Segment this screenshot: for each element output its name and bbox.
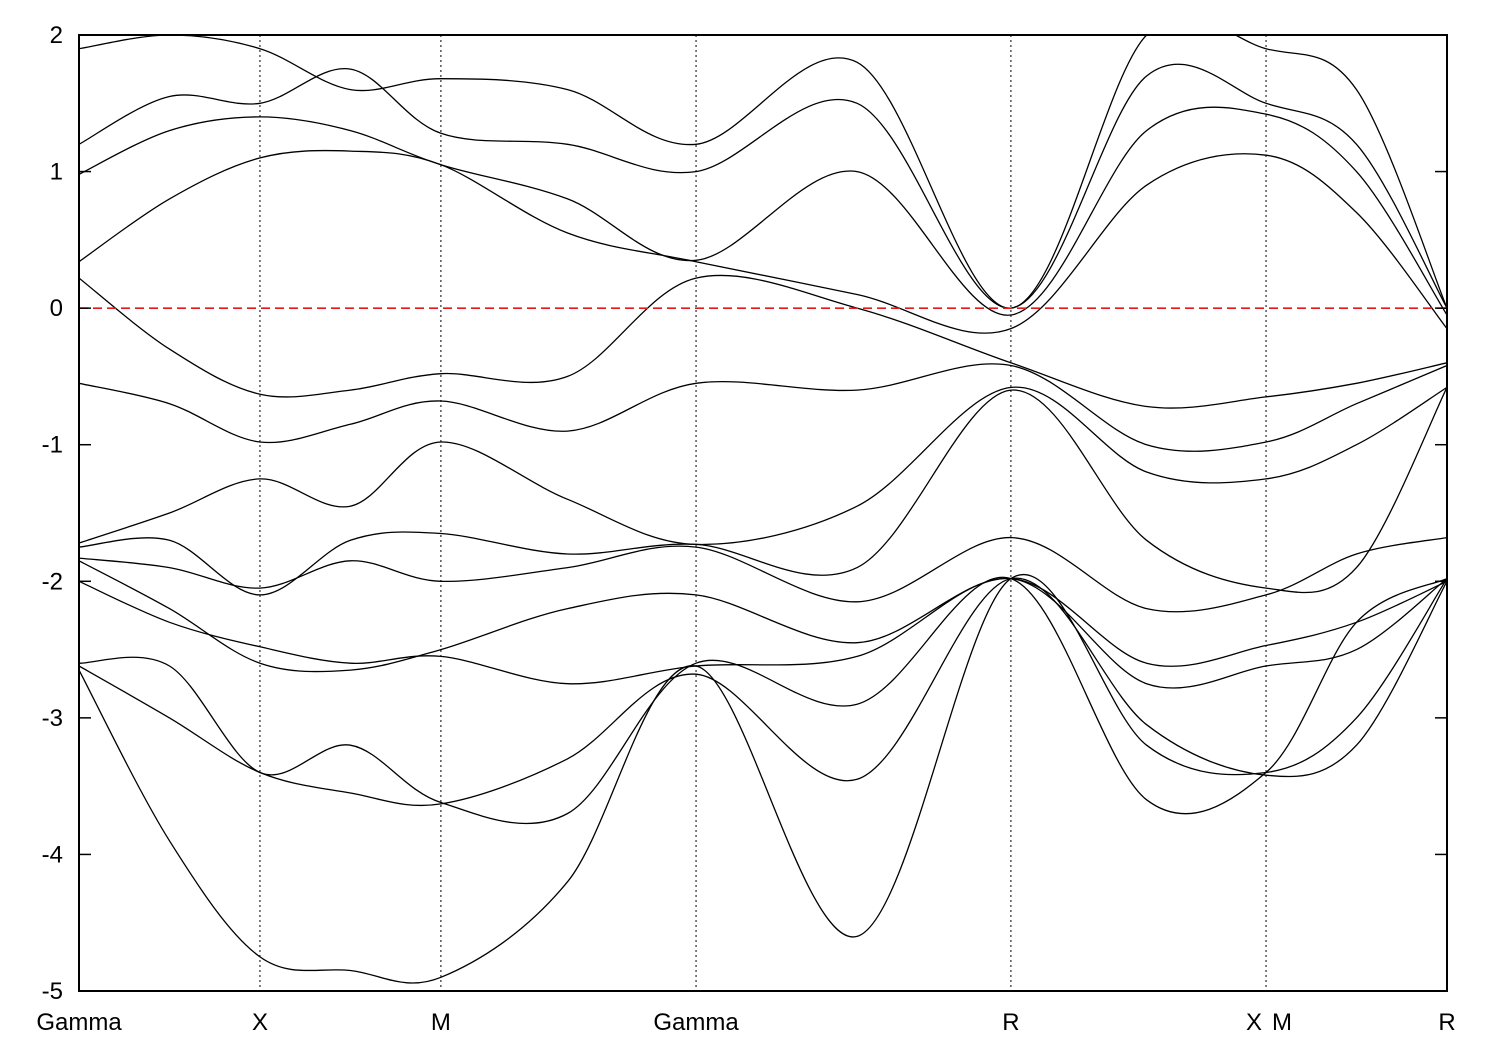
band-line-3 xyxy=(79,576,1447,825)
y-axis-ticks: -5 -4 -3 -2 -1 0 1 2 xyxy=(42,22,1447,1005)
band-line-2 xyxy=(79,577,1447,807)
band-line-13 xyxy=(79,63,1447,309)
band-line-11 xyxy=(79,149,1447,334)
y-tick-label: 1 xyxy=(50,159,63,186)
band-line-8 xyxy=(79,386,1447,546)
y-tick-label: 2 xyxy=(50,22,63,49)
x-axis-ticks: Gamma X M Gamma R X M R xyxy=(36,1009,1455,1036)
kpoint-gridlines xyxy=(259,35,1267,991)
x-tick-label: R xyxy=(1002,1009,1019,1036)
x-tick-label: X xyxy=(252,1009,268,1036)
y-tick-label: -1 xyxy=(42,432,63,459)
x-tick-label: X xyxy=(1246,1009,1262,1036)
y-tick-label: -3 xyxy=(42,705,63,732)
band-line-4 xyxy=(79,577,1447,689)
band-line-1 xyxy=(79,574,1447,984)
y-tick-label: -4 xyxy=(42,841,63,868)
x-tick-label: Gamma xyxy=(36,1009,122,1036)
x-tick-label: Gamma xyxy=(653,1009,739,1036)
band-line-10 xyxy=(79,274,1447,409)
y-tick-label: -2 xyxy=(42,568,63,595)
band-line-12 xyxy=(79,106,1447,316)
y-tick-label: 0 xyxy=(50,295,63,322)
band-line-6 xyxy=(79,536,1447,613)
band-lines xyxy=(79,35,1447,984)
y-tick-label: -5 xyxy=(42,978,63,1005)
plot-frame xyxy=(78,34,1448,992)
band-line-5 xyxy=(79,560,1447,673)
band-line-7 xyxy=(79,387,1447,596)
x-tick-label: M xyxy=(1272,1009,1292,1036)
band-line-9 xyxy=(79,363,1447,452)
band-line-14 xyxy=(79,35,1447,309)
x-tick-label: R xyxy=(1438,1009,1455,1036)
x-tick-label: M xyxy=(431,1009,451,1036)
